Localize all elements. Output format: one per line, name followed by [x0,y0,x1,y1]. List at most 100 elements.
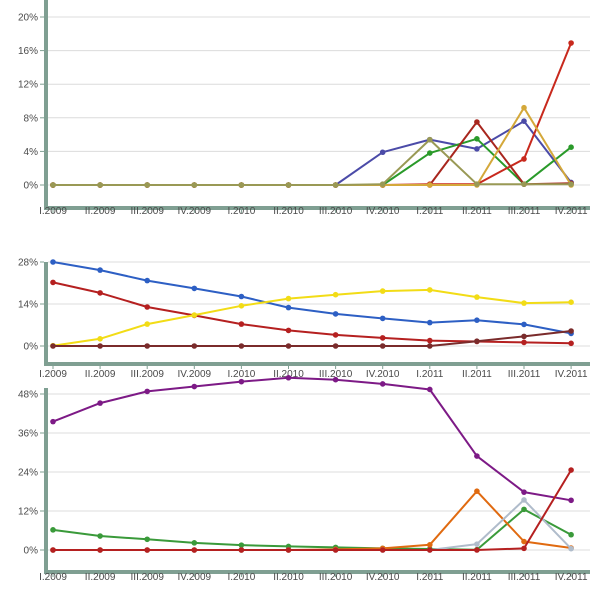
data-point [144,547,150,553]
data-point [568,531,574,538]
x-tick-label: III.2011 [508,572,541,583]
data-point [144,277,150,284]
x-tick-label: I.2011 [416,572,443,583]
data-point [97,267,103,273]
data-point [568,497,574,504]
y-tick-label: 12% [18,80,38,91]
data-point [474,294,480,300]
data-point [521,104,527,111]
x-tick-label: I.2009 [39,572,67,583]
data-point [97,336,103,342]
data-point [332,291,339,298]
series-line [53,106,572,186]
x-tick-label: IV.2011 [555,206,588,217]
data-point [191,182,198,188]
x-tick-label: II.2010 [273,206,304,217]
y-tick-label: 8% [24,113,39,124]
y-tick-label: 36% [18,429,38,440]
x-tick-label: II.2009 [85,369,116,380]
series-line [53,138,572,186]
data-point [568,144,574,150]
y-tick-label: 0% [24,181,39,192]
data-point [285,343,292,349]
data-point [238,343,245,349]
series-line [53,137,572,186]
x-tick-label: III.2009 [131,206,165,217]
data-point [144,388,150,395]
x-tick-label: III.2011 [508,206,541,217]
data-point [97,547,103,553]
data-point [474,338,480,345]
chart-3: 0% 12% 24% 36% 48% I.2009 II.2009 III.2009 IV.20… [18,374,590,583]
data-point [568,340,574,347]
x-tick-label: IV.2011 [555,572,588,583]
y-tick-label: 12% [18,507,38,518]
x-tick-label: II.2011 [462,369,492,380]
data-point [238,547,245,553]
y-tick-label: 14% [18,300,38,311]
data-point [521,489,527,495]
data-point [238,293,245,300]
y-tick-label: 16% [18,46,38,57]
series-line [53,490,572,551]
data-point [332,182,339,188]
x-tick-label: III.2010 [319,369,353,380]
data-point [191,383,198,390]
x-tick-label: III.2010 [319,206,353,217]
data-point [144,304,150,310]
series-line [52,376,572,502]
data-point [191,343,198,349]
x-tick-label: I.2011 [416,369,443,380]
data-point [285,295,292,302]
data-point [521,506,527,513]
data-point [474,453,480,459]
data-point [427,319,433,326]
data-point [379,343,386,349]
x-tick-label: III.2011 [508,369,541,380]
data-point [521,118,527,124]
data-point [427,287,433,293]
data-point [144,343,150,349]
data-point [521,545,527,552]
series-line [53,469,572,551]
x-tick-label: IV.2009 [178,572,212,583]
data-point [379,335,386,341]
data-point [474,181,480,187]
data-point [50,418,56,425]
data-point [238,321,245,327]
data-point [521,497,527,503]
y-tick-label: 28% [18,258,38,269]
x-tick-label: II.2010 [273,572,304,583]
data-point [97,290,103,296]
y-axis-bar [44,0,48,206]
data-point [568,181,574,187]
data-point [474,136,480,142]
data-point [568,40,574,46]
data-point [521,339,527,346]
y-tick-label: 0% [24,546,39,557]
series-line [52,288,572,347]
data-point [238,182,245,188]
data-point [521,333,527,340]
x-tick-label: IV.2010 [366,369,400,380]
x-axis-bar [44,362,590,366]
data-point [50,259,56,265]
data-point [379,381,386,387]
data-point [427,337,433,344]
data-point [427,136,433,143]
data-point [474,541,480,547]
data-point [568,299,574,306]
data-point [191,540,198,546]
data-point [568,328,574,334]
data-point [238,542,245,548]
data-point [144,182,150,188]
y-tick-label: 4% [24,147,39,158]
data-point [521,181,527,187]
x-axis-bar [44,570,590,574]
data-point [191,547,198,553]
x-tick-label: III.2010 [319,572,353,583]
data-point [50,527,56,533]
data-point [332,376,339,383]
data-point [332,332,339,338]
